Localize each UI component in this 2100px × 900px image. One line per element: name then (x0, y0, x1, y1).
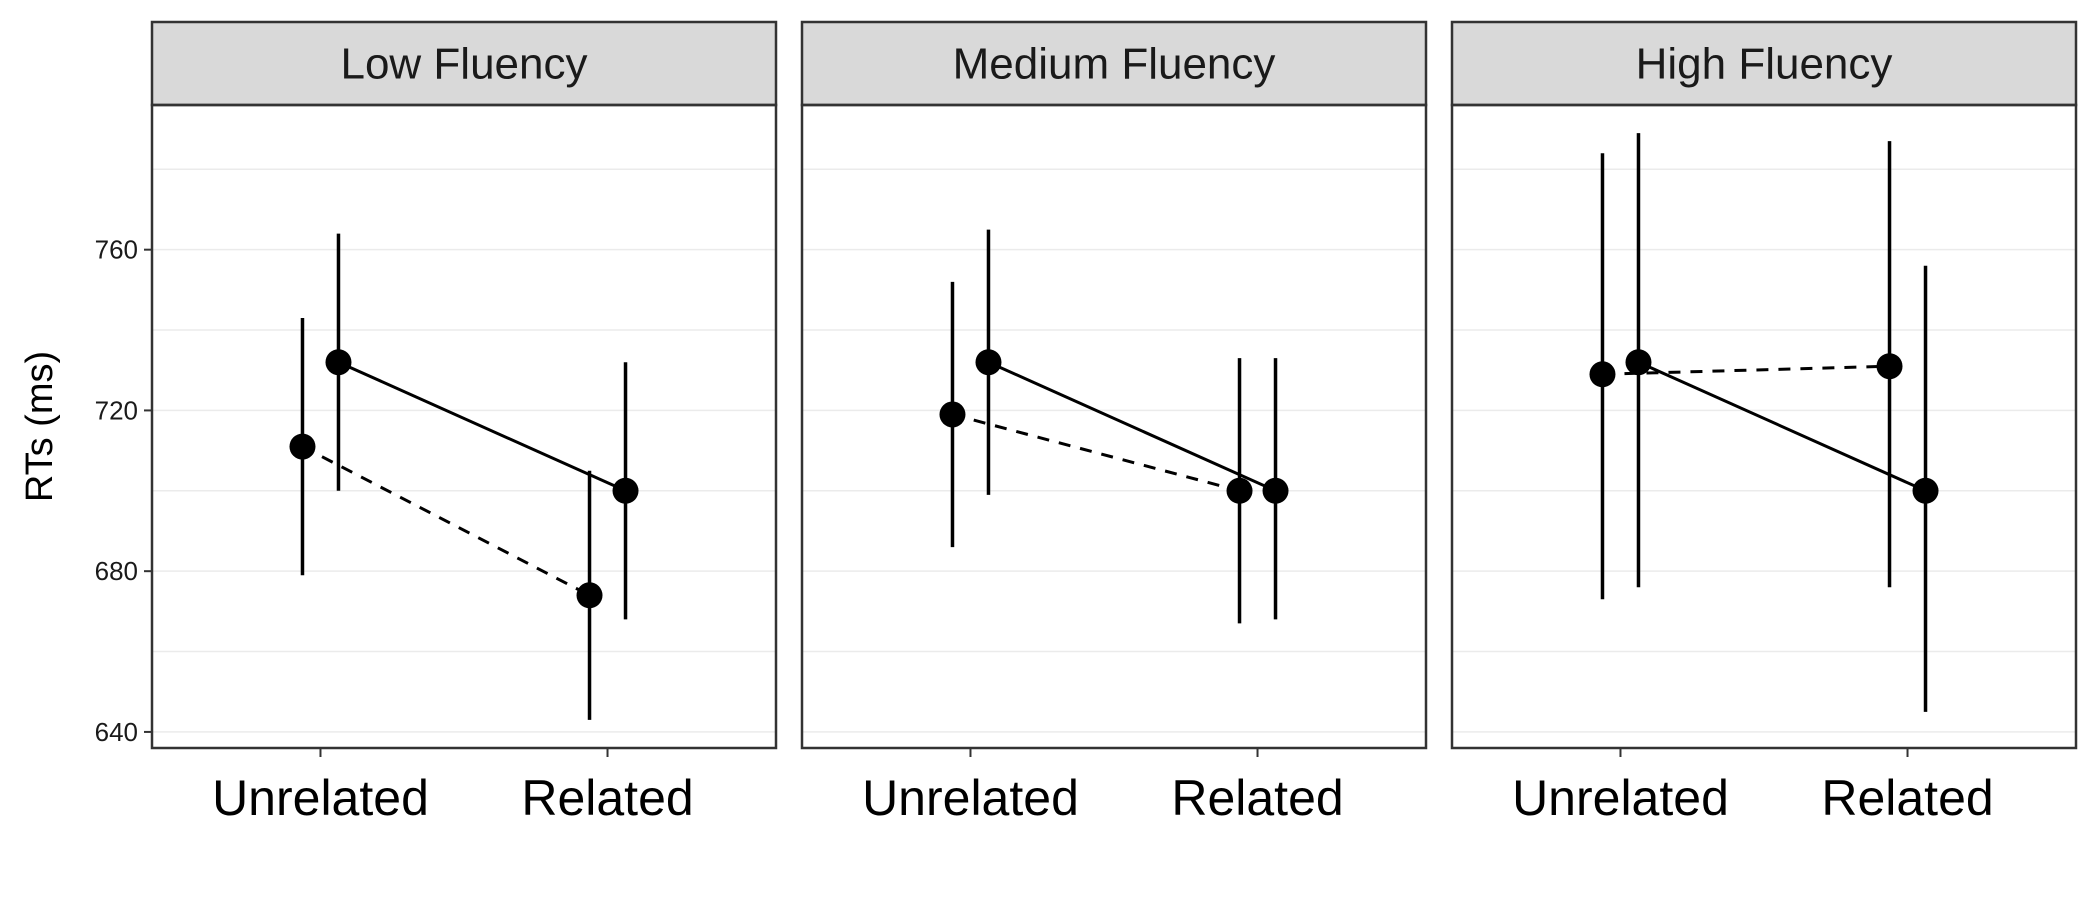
data-point (939, 401, 966, 428)
y-axis-title: RTs (ms) (19, 351, 61, 502)
data-point (576, 582, 603, 609)
plot-background (1452, 105, 2076, 748)
x-category-label: Unrelated (1512, 770, 1729, 826)
data-point (612, 477, 639, 504)
data-point (1876, 353, 1903, 380)
data-point (975, 349, 1002, 376)
facet-title: Low Fluency (340, 40, 587, 89)
x-category-label: Related (1821, 770, 1993, 826)
y-tick-label: 760 (95, 235, 138, 265)
y-axis: 640 680 720 760 (95, 235, 152, 747)
x-category-label: Unrelated (212, 770, 429, 826)
series-line-dashed (952, 412, 1240, 493)
series-line-dashed (1602, 364, 1890, 376)
facet-title: Medium Fluency (953, 40, 1276, 89)
series-line-dashed (301, 445, 591, 597)
facet-strip (800, 20, 1428, 107)
data-point (325, 349, 352, 376)
panel-border (1450, 103, 2078, 750)
data-point (1625, 349, 1652, 376)
panel-border (800, 103, 1428, 750)
facet-strip (150, 20, 778, 107)
y-tick-label: 640 (95, 717, 138, 747)
series-line-solid (987, 360, 1277, 493)
x-category-label: Related (521, 770, 693, 826)
y-tick-label: 680 (95, 556, 138, 586)
panel-border (150, 103, 778, 750)
data-point (289, 433, 316, 460)
facet-panel: Low Fluency Unrelated Related (150, 20, 778, 826)
plot-background (152, 105, 776, 748)
x-category-label: Related (1171, 770, 1343, 826)
y-tick-label: 720 (95, 395, 138, 425)
facet-title: High Fluency (1636, 40, 1893, 89)
series-line-solid (337, 360, 627, 493)
series-line-solid (1637, 360, 1927, 493)
x-category-label: Unrelated (862, 770, 1079, 826)
data-point (1589, 361, 1616, 388)
data-point (1262, 477, 1289, 504)
facet-panel: Medium Fluency Unrelated Related (800, 20, 1428, 826)
plot-background (802, 105, 1426, 748)
data-point (1226, 477, 1253, 504)
facet-panel: High Fluency Unrelated Related (1450, 20, 2078, 826)
data-point (1912, 477, 1939, 504)
